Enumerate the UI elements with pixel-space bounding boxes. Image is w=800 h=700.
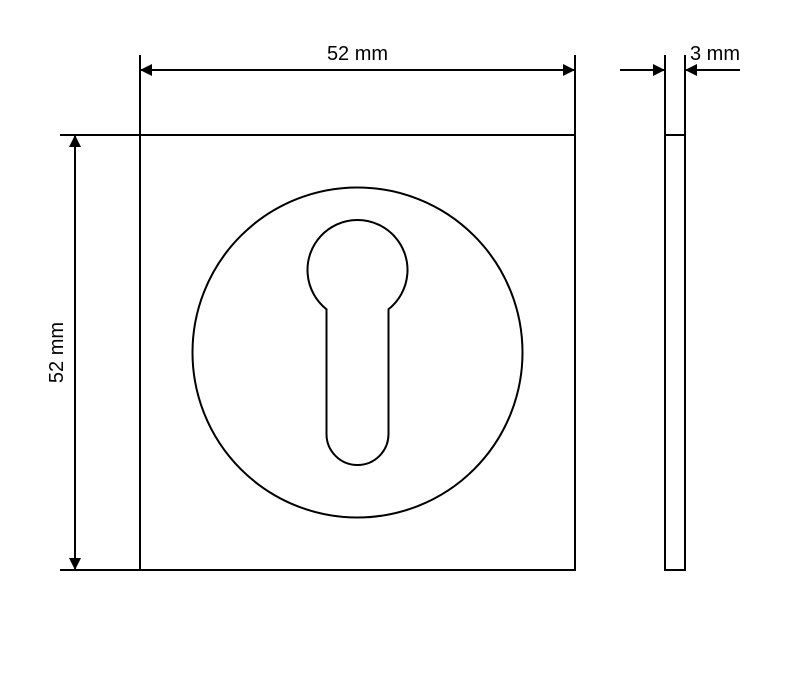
arrowhead — [653, 64, 665, 76]
dim-label-width: 52 mm — [327, 43, 388, 65]
keyhole-profile — [308, 220, 408, 465]
arrowhead — [140, 64, 152, 76]
arrowhead — [69, 558, 81, 570]
dim-label-height: 52 mm — [46, 322, 68, 383]
side-profile — [665, 135, 685, 570]
arrowhead — [685, 64, 697, 76]
arrowhead — [563, 64, 575, 76]
recess-circle — [193, 188, 523, 518]
arrowhead — [69, 135, 81, 147]
dim-label-thickness: 3 mm — [690, 43, 740, 65]
dimension-drawing: 52 mm 3 mm 52 mm — [0, 0, 800, 700]
plate-square — [140, 135, 575, 570]
